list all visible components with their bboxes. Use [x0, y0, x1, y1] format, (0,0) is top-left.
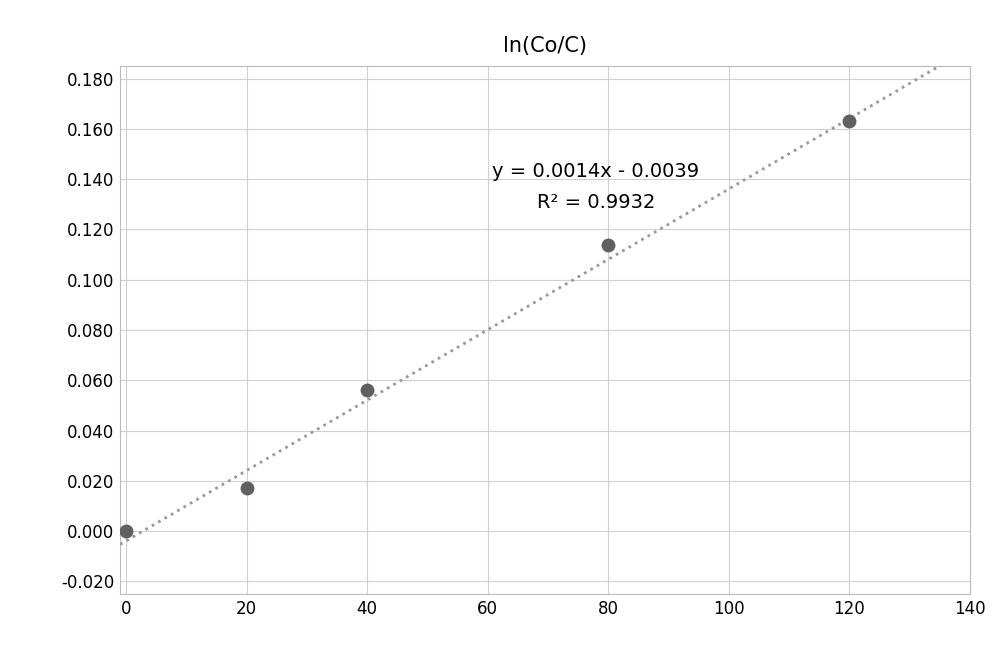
Point [118, 526, 134, 537]
Point [841, 116, 857, 127]
Text: y = 0.0014x - 0.0039
R² = 0.9932: y = 0.0014x - 0.0039 R² = 0.9932 [492, 162, 700, 213]
Title: ln(Co/C): ln(Co/C) [503, 36, 587, 56]
Point [600, 239, 616, 249]
Point [239, 483, 255, 494]
Point [359, 385, 375, 395]
